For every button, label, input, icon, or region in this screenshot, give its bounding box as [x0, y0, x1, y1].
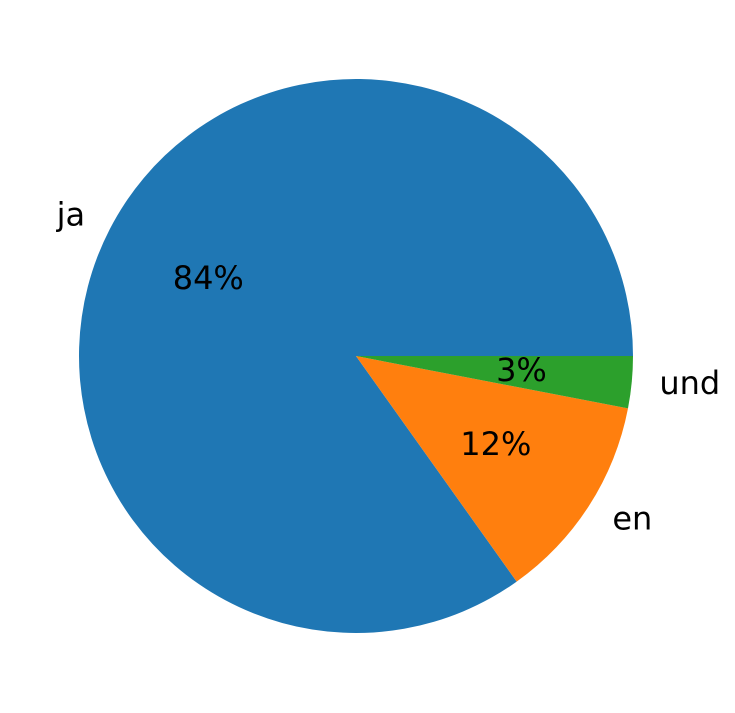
- slice-label: en: [612, 500, 652, 538]
- pie-slice: [356, 356, 633, 409]
- pie-slice: [78, 79, 633, 634]
- value-label: 12%: [460, 425, 531, 463]
- slice-label: und: [659, 364, 720, 402]
- pie-slice: [356, 356, 628, 582]
- value-label: 84%: [173, 259, 244, 297]
- value-label: 3%: [496, 351, 547, 389]
- slice-label: ja: [56, 195, 86, 233]
